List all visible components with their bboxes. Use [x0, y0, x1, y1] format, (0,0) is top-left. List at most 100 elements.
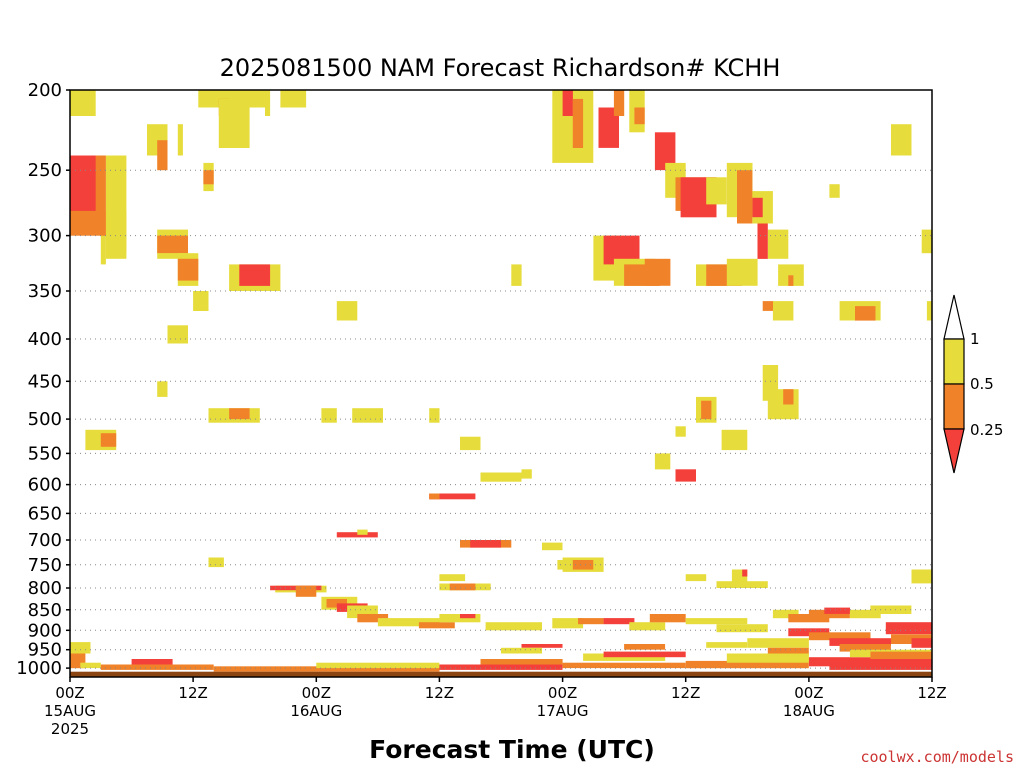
heatmap-cell [829, 664, 932, 670]
y-tick-label: 850 [28, 600, 62, 621]
heatmap-cell [336, 532, 378, 538]
heatmap-cell [603, 651, 686, 658]
y-tick-label: 350 [28, 281, 62, 302]
heatmap-cell [521, 469, 532, 479]
heatmap-cell [783, 389, 794, 405]
heatmap-cell [808, 609, 850, 619]
chart-title: 2025081500 NAM Forecast Richardson# KCHH [220, 54, 781, 82]
x-tick-label: 12Z [917, 684, 946, 702]
heatmap-cell [193, 291, 209, 311]
heatmap-cell [747, 638, 809, 648]
heatmap-cell [377, 618, 440, 627]
legend-label: 0.5 [970, 375, 994, 393]
ground-band [70, 671, 932, 677]
heatmap-cell [706, 642, 748, 648]
heatmap-cell [229, 408, 250, 420]
y-tick-label: 300 [28, 226, 62, 247]
heatmap-cell [157, 140, 168, 171]
heatmap-cell [726, 258, 758, 286]
heatmap-cell [336, 301, 358, 321]
heatmap-cell [449, 583, 476, 591]
heatmap-cell [485, 622, 542, 631]
heatmap-cell [752, 197, 763, 218]
heatmap-cell [429, 408, 440, 423]
legend-swatch [943, 383, 965, 430]
heatmap-cell [280, 90, 307, 108]
legend-label: 1 [970, 330, 980, 348]
heatmap-cell [239, 264, 271, 286]
heatmap-cell [177, 124, 183, 156]
pressure-axis: 200 250 300 350 400 450 500 550 600 650 700 7508008… [16, 80, 70, 679]
legend-swatch-top [943, 294, 965, 340]
heatmap-cell [100, 664, 214, 670]
heatmap-cell [439, 574, 466, 582]
y-tick-label: 450 [28, 371, 62, 392]
y-tick-label: 800 [28, 578, 62, 599]
pressure-gridlines [70, 89, 932, 669]
colorbar-legend: 1 0.5 0.25 [943, 294, 1003, 474]
y-tick-label: 1000 [16, 658, 62, 679]
heatmap-cells [70, 90, 932, 672]
heatmap-cell [598, 107, 619, 148]
heatmap-cell [357, 614, 389, 623]
heatmap-cell [685, 574, 707, 582]
heatmap-cell [70, 90, 96, 116]
heatmap-cell [157, 235, 188, 254]
x-tick-label: 12Z [178, 684, 207, 702]
heatmap-cell [501, 647, 542, 654]
heatmap-cell [788, 628, 830, 637]
heatmap-cell [70, 642, 91, 654]
heatmap-cell [439, 614, 481, 623]
heatmap-cell [716, 581, 768, 588]
x-tick-label: 16AUG [290, 702, 342, 720]
heatmap-cell [685, 618, 748, 625]
heatmap-cell [295, 585, 317, 597]
x-tick-label: 17AUG [537, 702, 589, 720]
x-tick-label: 00Z [794, 684, 823, 702]
heatmap-cell [839, 644, 891, 652]
y-tick-label: 200 [28, 80, 62, 101]
heatmap-cell [316, 662, 440, 669]
heatmap-cell [357, 529, 368, 535]
heatmap-cell [778, 264, 804, 286]
heatmap-cell [624, 644, 666, 650]
heatmap-cell [562, 90, 573, 116]
heatmap-cell [772, 609, 799, 619]
heatmap-cell [855, 306, 876, 321]
heatmap-cell [480, 659, 563, 665]
plot-frame [69, 89, 933, 678]
heatmap-cell [429, 493, 476, 500]
y-tick-label: 400 [28, 329, 62, 350]
heatmap-cell [177, 258, 199, 281]
x-tick-label: 18AUG [783, 702, 835, 720]
heatmap-cell [542, 542, 563, 551]
heatmap-cell [460, 614, 476, 619]
heatmap-cell [762, 301, 773, 311]
y-tick-label: 950 [28, 640, 62, 661]
heatmap-cell [675, 426, 686, 437]
heatmap-cell [439, 664, 563, 670]
heatmap-cell [829, 184, 840, 198]
heatmap-cell [742, 569, 748, 577]
heatmap-cell [629, 622, 666, 631]
y-tick-label: 550 [28, 443, 62, 464]
heatmap-cell [100, 433, 117, 447]
heatmap-cell [891, 124, 912, 156]
y-tick-label: 750 [28, 555, 62, 576]
x-tick-label: 00Z [548, 684, 577, 702]
heatmap-cell [808, 632, 871, 641]
heatmap-cell [157, 381, 168, 397]
heatmap-cell [613, 90, 625, 116]
heatmap-cell [418, 622, 455, 629]
heatmap-cell [634, 107, 645, 125]
x-tick-label: 12Z [425, 684, 454, 702]
heatmap-cell [829, 638, 891, 646]
heatmap-cell [218, 98, 250, 148]
heatmap-cell [706, 177, 727, 205]
heatmap-cell [208, 557, 224, 568]
heatmap-cell [757, 223, 768, 259]
y-tick-label: 250 [28, 160, 62, 181]
heatmap-cell [649, 614, 686, 623]
heatmap-cell [788, 275, 794, 286]
